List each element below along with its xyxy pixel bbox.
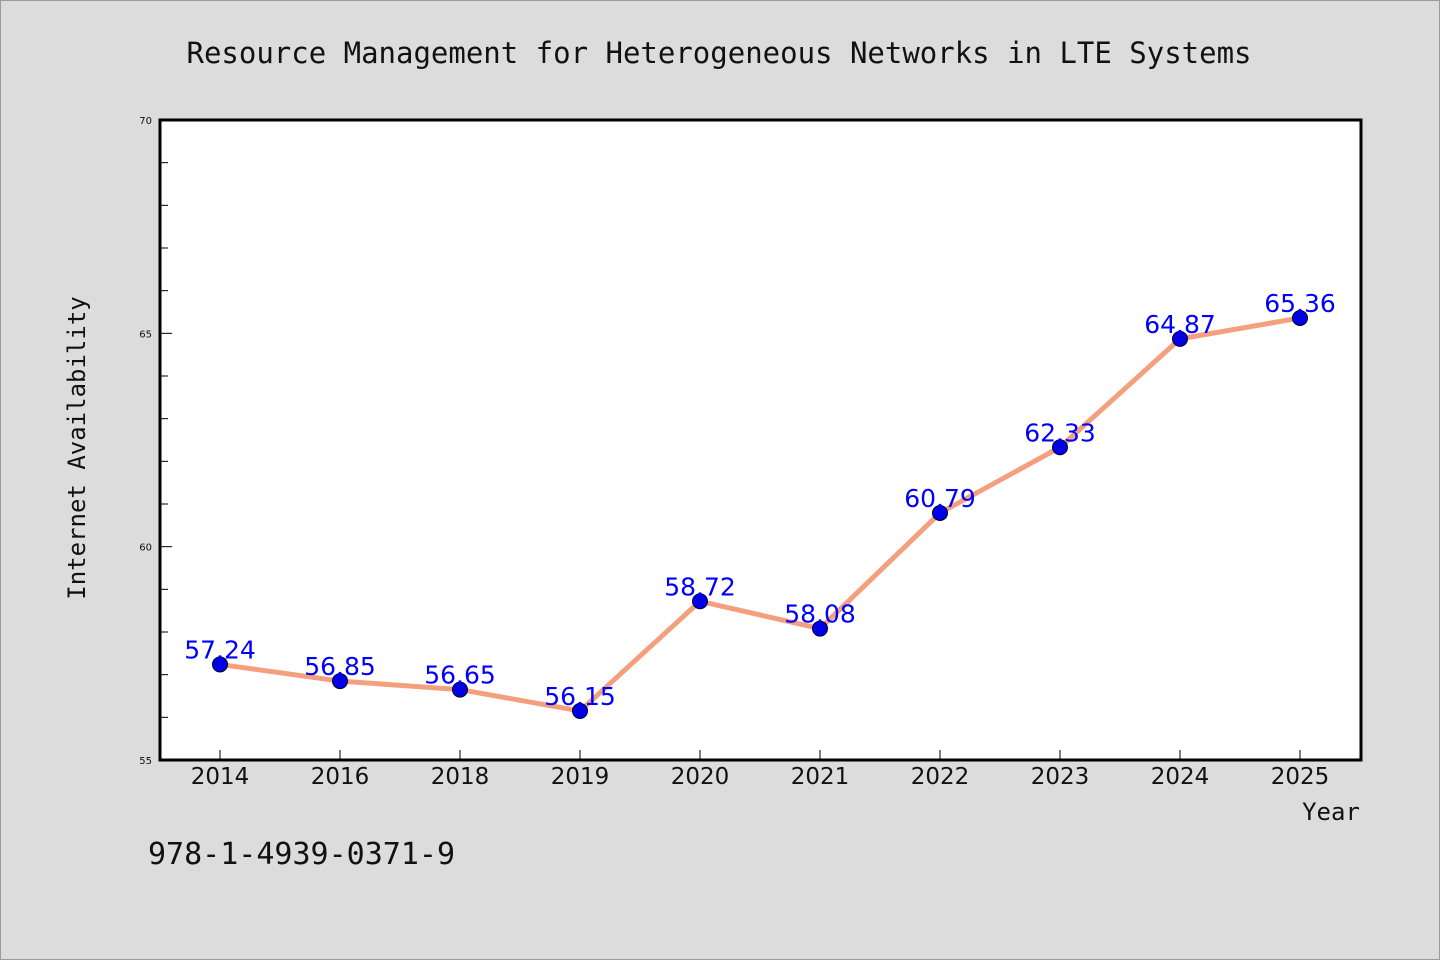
data-label: 65.36 [1264,289,1336,318]
x-tick-label: 2018 [431,764,490,790]
data-label: 56.85 [304,652,376,681]
data-point [1172,330,1188,347]
x-tick-label: 2023 [1031,764,1090,790]
y-tick-label: 55 [139,756,152,767]
plot-frame [158,118,1363,762]
series-markers [212,309,1308,719]
x-tick-label: 2025 [1271,764,1330,790]
x-axis-ticks: 2014 2016 2018 2019 2020 2021 2022 2023 2024 2025 [191,750,1330,790]
y-tick-label: 70 [139,116,152,127]
y-axis-ticks: 55 60 65 70 [139,116,152,767]
x-tick-label: 2014 [191,764,250,790]
data-point [452,681,468,698]
x-tick-label: 2021 [791,764,850,790]
x-tick-label: 2022 [911,764,970,790]
data-point [572,702,588,719]
data-point [692,593,708,610]
data-label: 64.87 [1144,310,1216,339]
plot-area [160,120,1361,760]
data-label: 58.72 [664,572,736,601]
chart-title: Resource Management for Heterogeneous Ne… [186,36,1251,70]
x-axis-label: Year [1302,798,1360,826]
data-label: 62.33 [1024,418,1096,447]
data-label: 56.15 [544,682,616,711]
y-axis-label: Internet Availability [63,296,91,599]
data-point [1292,309,1308,326]
x-tick-label: 2019 [551,764,610,790]
data-label: 57.24 [184,635,256,664]
data-label: 56.65 [424,661,496,690]
x-tick-label: 2020 [671,764,730,790]
data-label: 60.79 [904,484,976,513]
data-point [1052,439,1068,456]
y-tick-label: 60 [139,543,152,554]
data-point [932,504,948,521]
data-point [212,656,228,673]
series-line [217,315,1303,714]
isbn-text: 978-1-4939-0371-9 [148,837,455,872]
x-tick-label: 2024 [1151,764,1210,790]
data-point [812,620,828,637]
x-tick-label: 2016 [311,764,370,790]
data-point [332,673,348,690]
data-labels: 57.24 56.85 56.65 56.15 58.72 58.08 60.79 62.33… [184,289,1336,711]
y-tick-label: 65 [139,329,152,340]
data-label: 58.08 [784,600,856,629]
